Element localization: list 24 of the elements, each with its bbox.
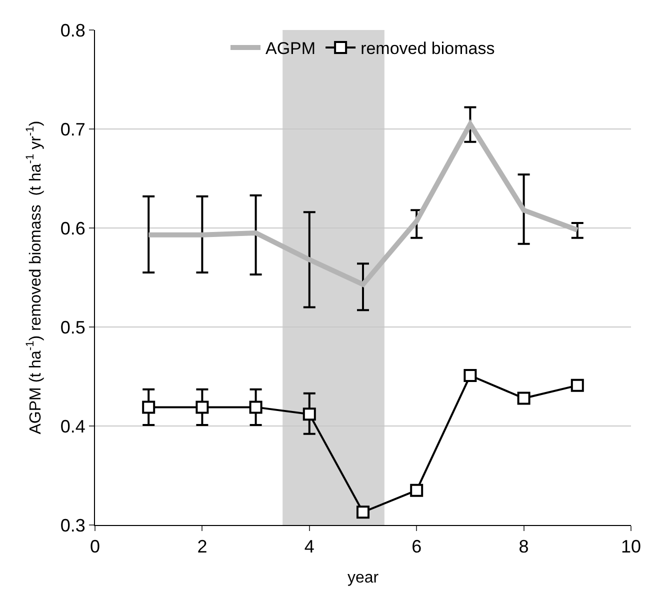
- point: [570, 378, 584, 392]
- point: [302, 408, 316, 421]
- x-tick-label: 8: [518, 536, 529, 557]
- point: [517, 392, 530, 405]
- x-axis-title: year: [347, 569, 380, 586]
- point: [410, 484, 424, 497]
- x-tick-label: 2: [197, 536, 208, 557]
- y-tick-label: 0.7: [60, 119, 86, 140]
- y-tick-label: 0.3: [60, 515, 86, 536]
- legend-label: removed biomass: [360, 39, 495, 58]
- point: [356, 506, 370, 519]
- y-tick-label: 0.4: [60, 416, 86, 436]
- x-tick-label: 0: [90, 536, 100, 557]
- y-tick-label: 0.5: [60, 317, 86, 338]
- x-tick-label: 6: [412, 536, 422, 557]
- y-tick-label: 0.6: [60, 218, 86, 238]
- point: [196, 400, 209, 414]
- x-tick-label: 4: [304, 536, 314, 557]
- x-tick-label: 10: [620, 536, 642, 557]
- legend-label: AGPM: [266, 39, 316, 58]
- y-tick-label: 0.8: [60, 20, 86, 40]
- point: [464, 369, 477, 382]
- point: [142, 400, 156, 414]
- point: [249, 400, 262, 414]
